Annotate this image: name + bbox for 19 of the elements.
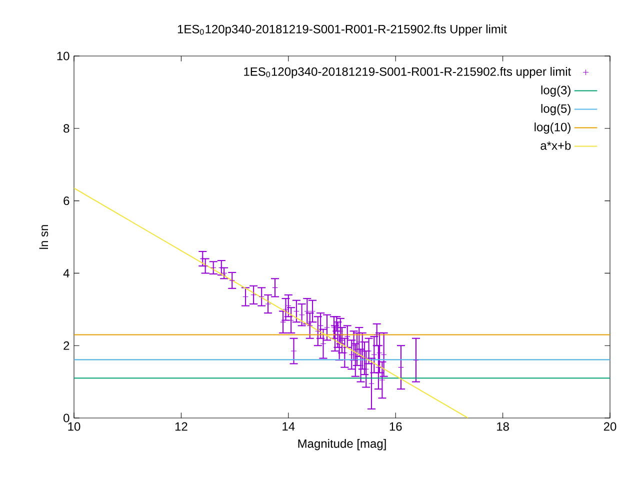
x-tick-label: 20 (604, 422, 616, 431)
x-axis-title: Magnitude [mag] (298, 439, 386, 450)
y-tick-label: 0 (64, 414, 70, 422)
y-axis-title: ln sn (39, 225, 48, 249)
x-tick-label: 16 (390, 422, 402, 431)
x-tick-label: 14 (282, 422, 295, 431)
legend-label: log(10) (534, 122, 570, 134)
legend-label: log(3) (541, 86, 570, 97)
legend-label: log(5) (541, 104, 570, 116)
legend-label: a*x+b (540, 141, 571, 150)
y-tick-label: 10 (57, 52, 70, 60)
legend-label: 1ES$_{0}$120p340-20181219-S001-R001-R-215902.fts upper limit (244, 67, 572, 78)
x-tick-label: 18 (497, 422, 509, 431)
y-tick-label: 2 (64, 341, 70, 350)
y-tick-label: 8 (64, 124, 70, 133)
y-tick-label: 4 (63, 269, 70, 278)
chart-title: 1ES$_{0}$120p340-20181219-S001-R001-R-215902.fts Upper limit (178, 24, 507, 36)
x-tick-label: 12 (175, 422, 188, 431)
y-tick-label: 6 (64, 196, 70, 206)
